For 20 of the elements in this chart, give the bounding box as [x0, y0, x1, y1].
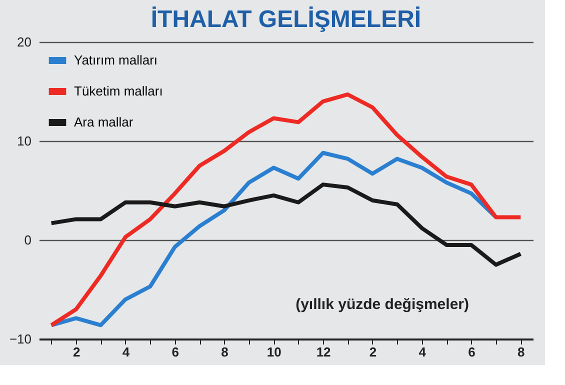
y-tick-label: 10	[17, 134, 32, 148]
x-tick-label: 6	[468, 344, 476, 360]
x-tick-label: 10	[266, 344, 282, 360]
x-tick-label: 4	[418, 344, 427, 360]
x-tick-label: 8	[518, 344, 525, 360]
legend-label: Ara mallar	[74, 114, 134, 130]
chart-title: İTHALAT GELİŞMELERİ	[150, 6, 422, 33]
legend-label: Tüketim malları	[74, 84, 163, 98]
x-tick-label: 6	[172, 344, 179, 360]
y-tick-label: 0	[24, 232, 32, 248]
x-tick-label: 12	[316, 344, 331, 360]
x-tick-label: 8	[221, 344, 228, 360]
x-tick-label: 4	[122, 344, 130, 360]
x-tick-label: 2	[369, 344, 377, 360]
y-tick-label: −10	[9, 332, 32, 346]
legend-label: Yatırım malları	[74, 52, 158, 68]
y-tick-label: 20	[17, 34, 32, 50]
x-tick-label: 2	[72, 344, 80, 360]
annotation: (yıllık yüzde değişmeler)	[296, 296, 469, 313]
line-series	[49, 182, 523, 267]
